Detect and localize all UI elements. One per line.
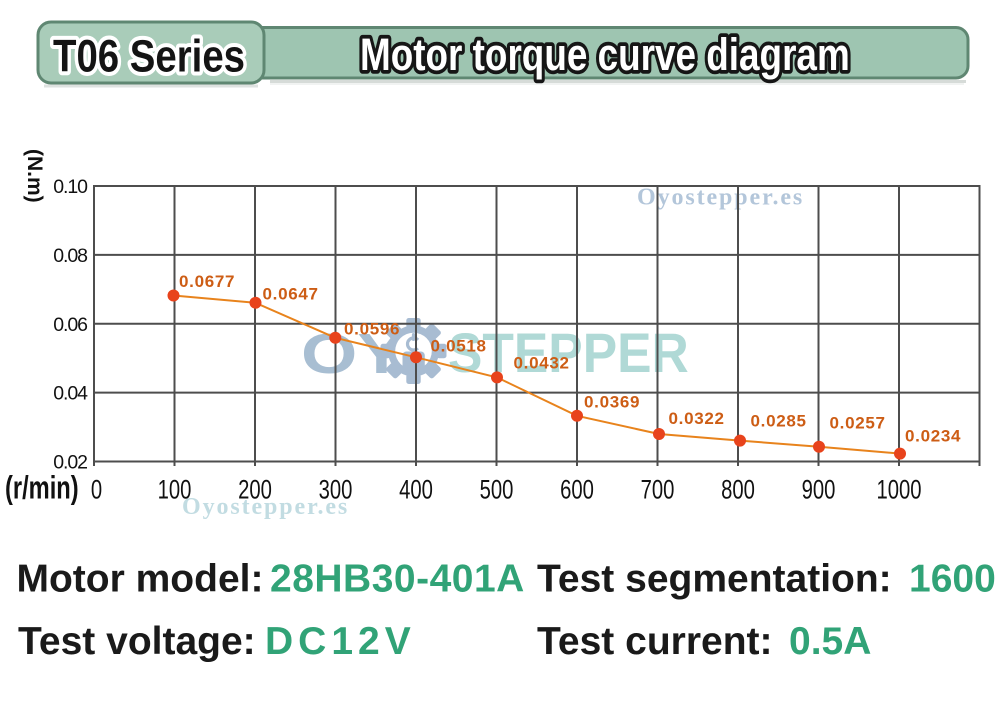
svg-text:100: 100 bbox=[158, 475, 192, 506]
svg-text:1600: 1600 bbox=[909, 558, 996, 601]
svg-text:(N.m): (N.m) bbox=[23, 149, 46, 203]
svg-text:0: 0 bbox=[91, 475, 102, 506]
svg-text:Test segmentation:: Test segmentation: bbox=[537, 558, 892, 601]
svg-text:0.0432: 0.0432 bbox=[514, 354, 570, 373]
svg-text:400: 400 bbox=[399, 475, 433, 506]
svg-text:0.0647: 0.0647 bbox=[263, 285, 319, 304]
svg-text:0.0596: 0.0596 bbox=[344, 320, 400, 339]
svg-text:600: 600 bbox=[560, 475, 594, 506]
svg-text:Test current:: Test current: bbox=[537, 620, 773, 663]
svg-text:STEPPER: STEPPER bbox=[448, 322, 689, 384]
svg-text:DC12V: DC12V bbox=[265, 620, 416, 663]
svg-text:0.5A: 0.5A bbox=[789, 620, 871, 663]
svg-text:Oyostepper.es: Oyostepper.es bbox=[182, 494, 349, 520]
svg-text:800: 800 bbox=[721, 475, 755, 506]
svg-text:500: 500 bbox=[480, 475, 514, 506]
svg-text:0.0677: 0.0677 bbox=[179, 272, 235, 291]
svg-text:T06 Series: T06 Series bbox=[53, 31, 245, 82]
svg-text:900: 900 bbox=[802, 475, 836, 506]
svg-text:0.0257: 0.0257 bbox=[830, 414, 886, 433]
svg-text:0.02: 0.02 bbox=[53, 452, 87, 474]
svg-text:0.04: 0.04 bbox=[53, 383, 88, 405]
svg-text:28HB30-401A: 28HB30-401A bbox=[270, 558, 525, 601]
svg-text:0.0369: 0.0369 bbox=[584, 393, 640, 412]
svg-text:1000: 1000 bbox=[876, 475, 921, 506]
svg-text:Motor model:: Motor model: bbox=[17, 558, 264, 601]
svg-text:0.0285: 0.0285 bbox=[751, 412, 807, 431]
svg-text:300: 300 bbox=[319, 475, 353, 506]
svg-text:0.06: 0.06 bbox=[53, 314, 87, 336]
svg-text:Oyostepper.es: Oyostepper.es bbox=[637, 185, 804, 211]
svg-text:Motor torque curve diagram: Motor torque curve diagram bbox=[360, 30, 850, 80]
svg-text:Test voltage:: Test voltage: bbox=[18, 620, 256, 663]
svg-text:0.0322: 0.0322 bbox=[669, 409, 725, 428]
svg-text:(r/min): (r/min) bbox=[5, 470, 79, 505]
svg-text:0.0234: 0.0234 bbox=[905, 427, 961, 446]
svg-text:700: 700 bbox=[641, 475, 675, 506]
svg-text:0.10: 0.10 bbox=[53, 176, 88, 198]
svg-text:0.0518: 0.0518 bbox=[431, 337, 487, 356]
svg-text:200: 200 bbox=[238, 475, 272, 506]
svg-text:0.08: 0.08 bbox=[53, 245, 87, 267]
